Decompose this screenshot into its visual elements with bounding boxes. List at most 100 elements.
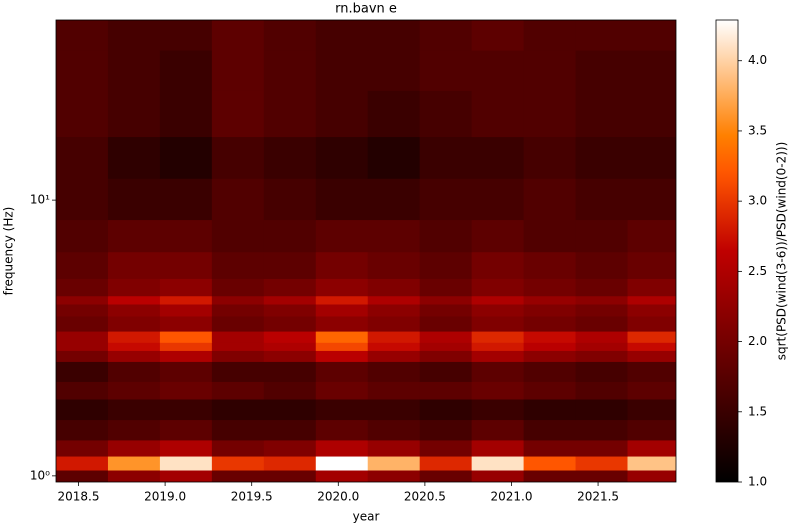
- heatmap-cell: [419, 361, 473, 382]
- heatmap-cell: [627, 342, 676, 351]
- heatmap-cell: [107, 419, 161, 441]
- heatmap-cell: [159, 295, 213, 305]
- heatmap-cell: [56, 439, 109, 457]
- heatmap-cell: [107, 304, 161, 317]
- heatmap-cell: [315, 350, 369, 362]
- heatmap-cell: [523, 304, 577, 317]
- heatmap-cell: [107, 342, 161, 351]
- heatmap-cell: [367, 342, 421, 351]
- heatmap-cell: [159, 470, 213, 482]
- heatmap-cell: [419, 315, 473, 332]
- heatmap-cell: [211, 439, 265, 457]
- heatmap-cell: [367, 419, 421, 441]
- heatmap-cell: [315, 439, 369, 457]
- heatmap-cell: [56, 456, 109, 471]
- heatmap-cell: [575, 350, 629, 362]
- heatmap-cell: [107, 456, 161, 471]
- heatmap-cell: [263, 251, 317, 279]
- heatmap-cell: [627, 439, 676, 457]
- heatmap-cell: [419, 136, 473, 179]
- heatmap-cell: [107, 439, 161, 457]
- heatmap-cell: [419, 398, 473, 421]
- heatmap-cell: [56, 315, 109, 332]
- heatmap-cell: [56, 219, 109, 253]
- heatmap-cell: [627, 331, 676, 343]
- heatmap-cell: [419, 331, 473, 343]
- heatmap-cell: [367, 398, 421, 421]
- heatmap-cell: [419, 50, 473, 91]
- heatmap-cell: [471, 219, 525, 253]
- heatmap-cell: [211, 361, 265, 382]
- heatmap-cell: [56, 350, 109, 362]
- heatmap-cell: [419, 350, 473, 362]
- heatmap-cell: [471, 381, 525, 400]
- heatmap-cell: [627, 219, 676, 253]
- heatmap-cell: [159, 350, 213, 362]
- colorbar-tick-label: 1.5: [748, 404, 767, 418]
- heatmap-cell: [627, 90, 676, 138]
- heatmap-cell: [627, 50, 676, 91]
- heatmap-cell: [315, 331, 369, 343]
- heatmap-cell: [56, 178, 109, 221]
- heatmap-cell: [523, 219, 577, 253]
- heatmap-cell: [159, 20, 213, 51]
- heatmap-cell: [471, 350, 525, 362]
- heatmap-cell: [107, 136, 161, 179]
- heatmap-cell: [263, 278, 317, 297]
- heatmap-cell: [575, 331, 629, 343]
- heatmap-cell: [56, 278, 109, 297]
- heatmap-cell: [211, 304, 265, 317]
- heatmap-cell: [56, 90, 109, 138]
- heatmap-cell: [263, 350, 317, 362]
- colorbar-tick-label: 2.0: [748, 334, 767, 348]
- heatmap-cell: [419, 278, 473, 297]
- heatmap-cell: [159, 278, 213, 297]
- heatmap-cell: [471, 331, 525, 343]
- heatmap-cell: [159, 342, 213, 351]
- heatmap-cell: [419, 381, 473, 400]
- heatmap-cell: [367, 350, 421, 362]
- heatmap-cell: [627, 350, 676, 362]
- heatmap-cell: [367, 470, 421, 482]
- heatmap-cell: [211, 456, 265, 471]
- heatmap-cell: [107, 398, 161, 421]
- heatmap-cell: [159, 304, 213, 317]
- heatmap-cell: [523, 50, 577, 91]
- heatmap-cell: [367, 90, 421, 138]
- heatmap-cell: [367, 439, 421, 457]
- heatmap-cell: [575, 381, 629, 400]
- heatmap-cell: [107, 350, 161, 362]
- heatmap-cell: [263, 381, 317, 400]
- heatmap-cell: [471, 456, 525, 471]
- heatmap-cell: [523, 350, 577, 362]
- heatmap-cell: [159, 251, 213, 279]
- y-tick-label: 10⁰: [30, 468, 50, 482]
- heatmap-cell: [523, 20, 577, 51]
- heatmap-cell: [263, 20, 317, 51]
- heatmap-cell: [419, 178, 473, 221]
- heatmap-cell: [315, 315, 369, 332]
- heatmap-cell: [159, 361, 213, 382]
- heatmap-cell: [419, 90, 473, 138]
- heatmap-cell: [107, 315, 161, 332]
- heatmap-cell: [263, 456, 317, 471]
- heatmap-cell: [627, 381, 676, 400]
- heatmap-cell: [471, 315, 525, 332]
- heatmap-cell: [263, 219, 317, 253]
- heatmap-cell: [471, 20, 525, 51]
- heatmap-cell: [575, 90, 629, 138]
- x-tick-label: 2021.0: [490, 490, 532, 504]
- heatmap-cell: [159, 381, 213, 400]
- heatmap-cell: [523, 295, 577, 305]
- heatmap-cell: [523, 331, 577, 343]
- heatmap-cell: [107, 219, 161, 253]
- heatmap-cell: [367, 315, 421, 332]
- heatmap-cell: [211, 381, 265, 400]
- heatmap-cell: [523, 398, 577, 421]
- heatmap-cell: [56, 20, 109, 51]
- heatmap-cell: [471, 419, 525, 441]
- heatmap-cell: [575, 278, 629, 297]
- x-tick-label: 2019.0: [144, 490, 186, 504]
